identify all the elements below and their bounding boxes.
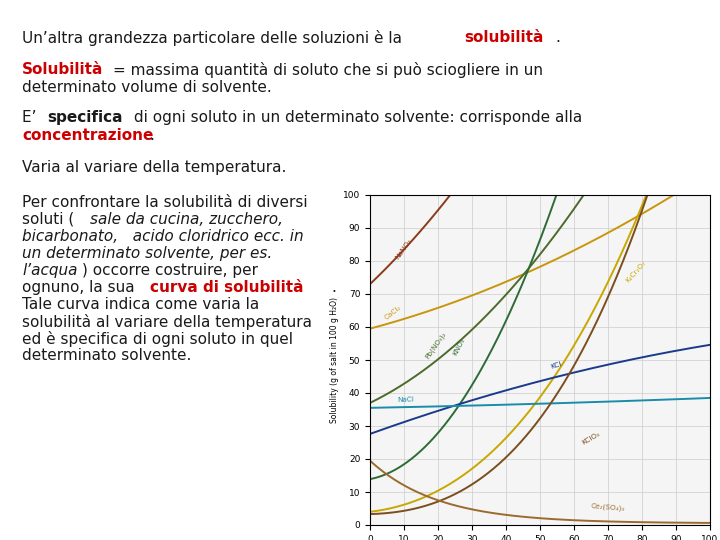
Text: Un’altra grandezza particolare delle soluzioni è la: Un’altra grandezza particolare delle sol… — [22, 30, 407, 46]
Text: E’: E’ — [22, 110, 41, 125]
Text: Pb(NO₃)₂: Pb(NO₃)₂ — [424, 330, 448, 360]
Text: NaCl: NaCl — [397, 396, 414, 403]
Text: concentrazione: concentrazione — [22, 128, 153, 143]
Text: KClO₃: KClO₃ — [581, 431, 601, 446]
Text: = massima quantità di soluto che si può sciogliere in un: = massima quantità di soluto che si può … — [113, 62, 543, 78]
Text: curva di solubilità: curva di solubilità — [150, 280, 303, 295]
Text: un determinato solvente, per es.: un determinato solvente, per es. — [22, 246, 272, 261]
Text: K₂Cr₂O₇: K₂Cr₂O₇ — [625, 260, 647, 284]
Text: solubilità: solubilità — [464, 30, 544, 45]
Text: bicarbonato,   acido cloridrico ecc. in: bicarbonato, acido cloridrico ecc. in — [22, 229, 304, 244]
Text: KCl: KCl — [550, 361, 563, 370]
Text: Ce₂(SO₄)₃: Ce₂(SO₄)₃ — [591, 502, 626, 512]
Text: ognuno, la sua: ognuno, la sua — [22, 280, 140, 295]
Text: NaNO₃: NaNO₃ — [394, 238, 413, 261]
Text: .: . — [149, 128, 154, 143]
Y-axis label: Solubility (g of salt in 100 g H₂O): Solubility (g of salt in 100 g H₂O) — [330, 297, 339, 423]
Text: sale da cucina, zucchero,: sale da cucina, zucchero, — [90, 212, 283, 227]
Text: determinato volume di solvente.: determinato volume di solvente. — [22, 80, 271, 95]
Text: .: . — [555, 30, 560, 45]
Text: Tale curva indica come varia la: Tale curva indica come varia la — [22, 297, 259, 312]
Text: Varia al variare della temperatura.: Varia al variare della temperatura. — [22, 160, 287, 175]
Text: specifica: specifica — [48, 110, 123, 125]
Text: solubilità al variare della temperatura: solubilità al variare della temperatura — [22, 314, 312, 330]
Text: di ogni soluto in un determinato solvente: corrisponde alla: di ogni soluto in un determinato solvent… — [130, 110, 582, 125]
Text: determinato solvente.: determinato solvente. — [22, 348, 192, 363]
Text: Per confrontare la solubilità di diversi: Per confrontare la solubilità di divers… — [22, 195, 307, 210]
Text: Solubilità: Solubilità — [22, 62, 104, 77]
Text: l’acqua: l’acqua — [22, 263, 78, 278]
Text: ) occorre costruire, per: ) occorre costruire, per — [81, 263, 258, 278]
Text: .: . — [331, 280, 336, 295]
Text: soluti (: soluti ( — [22, 212, 74, 227]
Text: CaCl₂: CaCl₂ — [384, 304, 402, 320]
Text: KNO₃: KNO₃ — [451, 338, 466, 357]
Text: ed è specifica di ogni soluto in quel: ed è specifica di ogni soluto in quel — [22, 331, 293, 347]
